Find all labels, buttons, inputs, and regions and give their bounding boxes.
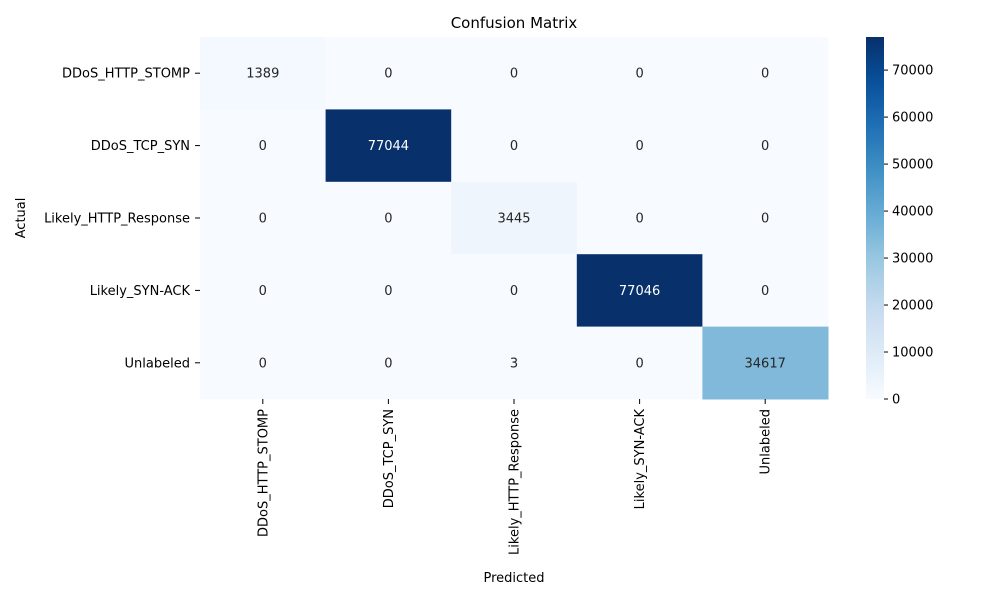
heatmap-cell bbox=[325, 109, 452, 183]
cell-value-label: 0 bbox=[761, 67, 769, 82]
cell-value-label: 0 bbox=[259, 356, 267, 371]
heatmap-cell bbox=[325, 326, 452, 400]
colorbar-gradient bbox=[866, 37, 884, 399]
cell-value-label: 3 bbox=[510, 356, 518, 371]
heatmap-cell bbox=[576, 109, 703, 183]
heatmap-cell bbox=[702, 326, 829, 400]
cell-value-label: 0 bbox=[635, 212, 643, 227]
colorbar: 0 10000 20000 30000 40000 50000 60000 70000 bbox=[866, 37, 933, 408]
y-tick-label: DDoS_HTTP_STOMP bbox=[62, 67, 190, 82]
cell-value-label: 0 bbox=[761, 212, 769, 227]
cell-value-label: 0 bbox=[761, 284, 769, 299]
x-tick-label: DDoS_HTTP_STOMP bbox=[256, 409, 271, 537]
x-tick-label: DDoS_TCP_SYN bbox=[382, 409, 397, 508]
x-axis-label: Predicted bbox=[483, 571, 544, 586]
cell-value-label: 3445 bbox=[497, 212, 530, 227]
heatmap-cells: 1389 0 0 0 0 0 77044 0 0 0 0 0 3445 0 0 0 0 0 77046 0 0 0 3 0 34… bbox=[200, 37, 829, 400]
chart-title: Confusion Matrix bbox=[451, 14, 578, 32]
cell-value-label: 0 bbox=[635, 139, 643, 154]
heatmap-cell bbox=[200, 181, 327, 255]
cell-value-label: 77046 bbox=[619, 284, 660, 299]
heatmap-cell bbox=[702, 37, 829, 110]
heatmap-cell bbox=[451, 181, 578, 255]
heatmap-cell bbox=[451, 37, 578, 110]
heatmap-cell bbox=[451, 109, 578, 183]
cell-value-label: 77044 bbox=[368, 139, 409, 154]
heatmap-cell bbox=[576, 181, 703, 255]
colorbar-tick-label: 70000 bbox=[892, 64, 933, 79]
colorbar-tick-label: 10000 bbox=[892, 346, 933, 361]
cell-value-label: 0 bbox=[384, 284, 392, 299]
cell-value-label: 1389 bbox=[246, 67, 279, 82]
cell-value-label: 34617 bbox=[745, 356, 786, 371]
cell-value-label: 0 bbox=[384, 212, 392, 227]
colorbar-tick-label: 0 bbox=[892, 393, 900, 408]
colorbar-tick-label: 40000 bbox=[892, 205, 933, 220]
cell-value-label: 0 bbox=[635, 67, 643, 82]
y-tick-label: DDoS_TCP_SYN bbox=[91, 139, 190, 154]
heatmap-cell bbox=[325, 37, 452, 110]
x-tick-label: Likely_HTTP_Response bbox=[508, 409, 523, 555]
colorbar-tick-label: 30000 bbox=[892, 252, 933, 267]
colorbar-tick-label: 50000 bbox=[892, 158, 933, 173]
heatmap-cell bbox=[325, 181, 452, 255]
heatmap-cell bbox=[200, 326, 327, 400]
heatmap-cell bbox=[451, 326, 578, 400]
cell-value-label: 0 bbox=[510, 139, 518, 154]
x-tick-label: Unlabeled bbox=[759, 409, 774, 474]
heatmap-cell bbox=[451, 254, 578, 328]
y-tick-label: Likely_HTTP_Response bbox=[44, 212, 190, 227]
cell-value-label: 0 bbox=[259, 139, 267, 154]
heatmap-cell bbox=[200, 109, 327, 183]
heatmap-cell bbox=[200, 254, 327, 328]
y-tick-label: Unlabeled bbox=[125, 356, 190, 371]
heatmap-cell bbox=[325, 254, 452, 328]
cell-value-label: 0 bbox=[384, 356, 392, 371]
cell-value-label: 0 bbox=[510, 67, 518, 82]
heatmap-cell bbox=[702, 254, 829, 328]
cell-value-label: 0 bbox=[510, 284, 518, 299]
cell-value-label: 0 bbox=[384, 67, 392, 82]
x-tick-label: Likely_SYN-ACK bbox=[633, 409, 648, 510]
cell-value-label: 0 bbox=[259, 284, 267, 299]
cell-value-label: 0 bbox=[259, 212, 267, 227]
x-axis-ticks: DDoS_HTTP_STOMP DDoS_TCP_SYN Likely_HTTP_R… bbox=[256, 399, 774, 555]
colorbar-tick-label: 60000 bbox=[892, 111, 933, 126]
heatmap-cell bbox=[576, 326, 703, 400]
heatmap-cell bbox=[702, 181, 829, 255]
heatmap-cell bbox=[576, 254, 703, 328]
cell-value-label: 0 bbox=[635, 356, 643, 371]
y-tick-label: Likely_SYN-ACK bbox=[90, 284, 191, 299]
heatmap-cell bbox=[576, 37, 703, 110]
colorbar-tick-label: 20000 bbox=[892, 299, 933, 314]
heatmap-cell bbox=[200, 37, 327, 110]
cell-value-label: 0 bbox=[761, 139, 769, 154]
y-axis-label: Actual bbox=[14, 198, 29, 239]
y-axis-ticks: DDoS_HTTP_STOMP DDoS_TCP_SYN Likely_HTTP_R… bbox=[44, 67, 200, 371]
heatmap-cell bbox=[702, 109, 829, 183]
